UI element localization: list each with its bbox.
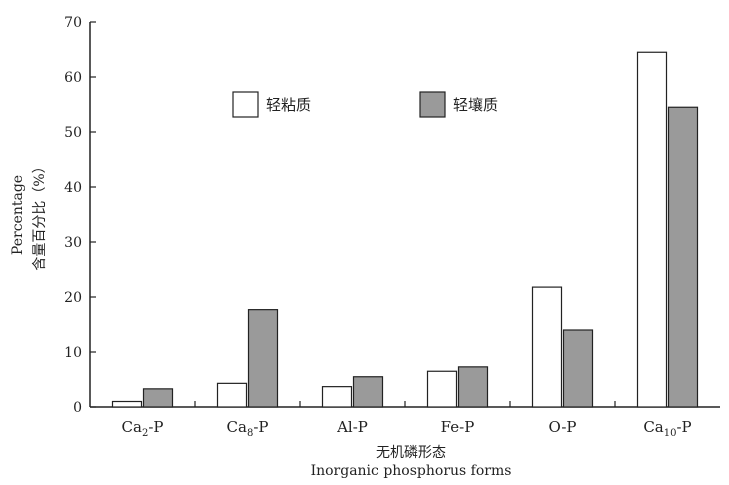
bar-series2-ca8-p bbox=[247, 309, 279, 408]
y-tick-label: 50 bbox=[64, 125, 82, 141]
bar-series2-ca2-p bbox=[142, 388, 174, 408]
bar-series1-ca8-p bbox=[216, 382, 248, 408]
x-axis-title-en: Inorganic phosphorus forms bbox=[311, 463, 512, 479]
y-axis-title-en: Percentage bbox=[10, 175, 26, 255]
y-tick-label: 30 bbox=[64, 235, 82, 251]
legend-swatch-1 bbox=[232, 91, 259, 118]
y-tick-label: 0 bbox=[73, 400, 82, 416]
bar-series2-ca10-p bbox=[667, 106, 699, 408]
x-tick-label: O-P bbox=[548, 418, 576, 436]
x-tick-label: Al-P bbox=[336, 418, 368, 436]
x-axis-title-cn: 无机磷形态 bbox=[376, 445, 446, 461]
y-tick-label: 70 bbox=[64, 15, 82, 31]
bars-layer bbox=[111, 51, 699, 408]
x-tick-label: Fe-P bbox=[441, 418, 475, 436]
axes-layer bbox=[89, 22, 720, 408]
bar-series2-fe-p bbox=[457, 366, 489, 408]
legend-label-1: 轻粘质 bbox=[266, 96, 311, 114]
bar-series1-fe-p bbox=[426, 370, 458, 408]
x-tick-label: Ca8-P bbox=[227, 418, 269, 439]
bar-series1-al-p bbox=[321, 386, 353, 408]
legend-label-2: 轻壤质 bbox=[453, 96, 498, 114]
x-tick-label: Ca10-P bbox=[643, 418, 691, 439]
y-tick-label: 60 bbox=[64, 70, 82, 86]
bar-series1-ca10-p bbox=[636, 51, 668, 408]
legend: 轻粘质 轻壤质 bbox=[232, 91, 498, 118]
y-tick-label: 40 bbox=[64, 180, 82, 196]
y-axis-title-cn: 含量百分比（%） bbox=[32, 159, 48, 270]
bar-series1-ca2-p bbox=[111, 400, 143, 408]
x-tick-label: Ca2-P bbox=[122, 418, 164, 439]
ticks-layer: 0 10 20 30 40 50 60 70 Ca2-P Ca8-P Al-P Fe-P O-P Ca10… bbox=[64, 15, 691, 439]
y-tick-label: 10 bbox=[64, 345, 82, 361]
bar-series2-o-p bbox=[562, 329, 594, 408]
bar-series2-al-p bbox=[352, 376, 384, 408]
bar-series1-o-p bbox=[531, 286, 563, 408]
y-tick-label: 20 bbox=[64, 290, 82, 306]
legend-swatch-2 bbox=[419, 91, 446, 118]
